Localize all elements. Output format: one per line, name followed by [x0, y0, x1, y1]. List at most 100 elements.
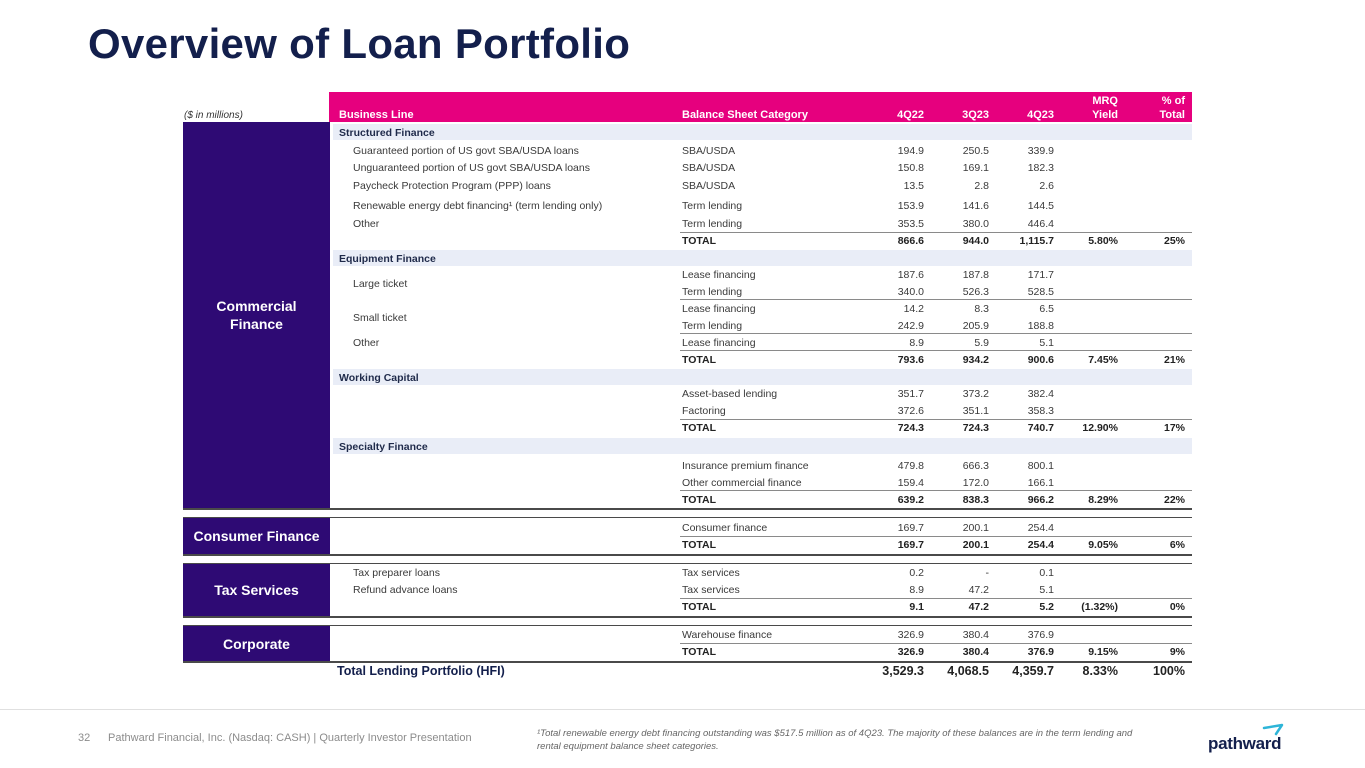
value-3q23-cell: - — [985, 567, 990, 579]
pct-total-cell: 22% — [1163, 494, 1185, 506]
category-cell: Lease financing — [682, 303, 756, 315]
section-structured-finance: Structured Finance — [339, 127, 435, 139]
segment-divider — [183, 517, 1192, 518]
section-band — [333, 438, 1192, 454]
business-line-cell: Other — [353, 218, 380, 230]
value-4q23-cell: 171.7 — [1027, 269, 1054, 281]
total-rule — [680, 419, 1192, 420]
category-cell: SBA/USDA — [682, 145, 736, 157]
value-4q23-cell: 800.1 — [1027, 460, 1054, 472]
value-4q23-cell: 5.2 — [1039, 601, 1054, 613]
category-cell: Consumer finance — [682, 522, 768, 534]
total-rule — [680, 232, 1192, 233]
category-cell: Insurance premium finance — [682, 460, 809, 472]
value-3q23-cell: 47.2 — [968, 584, 989, 596]
total-rule — [680, 350, 1192, 351]
value-4q22-cell: 242.9 — [897, 320, 924, 332]
category-cell: Tax services — [682, 567, 740, 579]
value-4q23-cell: 446.4 — [1027, 218, 1054, 230]
category-cell: Lease financing — [682, 337, 756, 349]
value-3q23-cell: 141.6 — [962, 200, 989, 212]
category-cell: Term lending — [682, 286, 743, 298]
group-rule — [680, 333, 1192, 334]
segment-divider — [183, 508, 1192, 510]
value-4q22-cell: 13.5 — [903, 180, 924, 192]
group-rule — [680, 299, 1192, 300]
header-mrq: MRQ — [1092, 95, 1118, 107]
value-4q22-cell: 793.6 — [897, 354, 924, 366]
category-cell: SBA/USDA — [682, 180, 736, 192]
grand-total-3q23: 4,068.5 — [947, 664, 989, 678]
header-yield: Yield — [1092, 109, 1118, 121]
footer-divider — [0, 709, 1365, 710]
value-4q22-cell: 8.9 — [909, 337, 924, 349]
section-band — [333, 369, 1192, 385]
category-cell: Lease financing — [682, 269, 756, 281]
yield-cell: 5.80% — [1088, 235, 1118, 247]
segment-divider — [183, 625, 1192, 626]
category-cell: TOTAL — [682, 601, 717, 613]
grand-total-4q22: 3,529.3 — [882, 664, 924, 678]
value-3q23-cell: 205.9 — [962, 320, 989, 332]
value-3q23-cell: 724.3 — [962, 422, 989, 434]
segment-finance-label: Finance — [230, 316, 283, 332]
grand-total-pct: 100% — [1153, 664, 1185, 678]
value-3q23-cell: 200.1 — [962, 539, 989, 551]
value-4q22-cell: 194.9 — [897, 145, 924, 157]
value-4q22-cell: 351.7 — [897, 388, 924, 400]
business-line-cell: Large ticket — [353, 278, 408, 290]
footnote: ¹Total renewable energy debt financing o… — [537, 728, 1133, 752]
business-line-cell: Tax preparer loans — [353, 567, 440, 579]
category-cell: Term lending — [682, 200, 743, 212]
category-cell: TOTAL — [682, 494, 717, 506]
value-4q22-cell: 724.3 — [897, 422, 924, 434]
value-4q22-cell: 153.9 — [897, 200, 924, 212]
value-4q22-cell: 14.2 — [903, 303, 924, 315]
section-band — [333, 250, 1192, 266]
table-header — [329, 92, 1192, 122]
category-cell: Tax services — [682, 584, 740, 596]
section-band — [333, 124, 1192, 140]
yield-cell: 12.90% — [1082, 422, 1118, 434]
value-4q23-cell: 144.5 — [1027, 200, 1054, 212]
value-4q23-cell: 966.2 — [1027, 494, 1054, 506]
category-cell: SBA/USDA — [682, 162, 736, 174]
header-balance-sheet-category: Balance Sheet Category — [682, 109, 808, 121]
pct-total-cell: 0% — [1169, 601, 1185, 613]
header-3q23: 3Q23 — [962, 109, 989, 121]
header-4q23: 4Q23 — [1027, 109, 1054, 121]
segment-tax-services: Tax Services — [183, 564, 330, 616]
business-line-cell: Renewable energy debt financing¹ (term l… — [353, 200, 603, 212]
category-cell: Term lending — [682, 320, 743, 332]
segment-divider — [183, 563, 1192, 564]
value-4q23-cell: 2.6 — [1039, 180, 1054, 192]
yield-cell: 9.15% — [1088, 646, 1118, 658]
value-4q23-cell: 528.5 — [1027, 286, 1054, 298]
header-pct-of: % of — [1161, 95, 1185, 107]
category-cell: TOTAL — [682, 422, 717, 434]
category-cell: TOTAL — [682, 646, 717, 658]
value-3q23-cell: 944.0 — [962, 235, 989, 247]
page-title: Overview of Loan Portfolio — [88, 20, 631, 67]
category-cell: Other commercial finance — [682, 477, 802, 489]
value-3q23-cell: 187.8 — [962, 269, 989, 281]
header-4q22: 4Q22 — [897, 109, 924, 121]
value-3q23-cell: 380.4 — [962, 646, 989, 658]
value-3q23-cell: 380.4 — [962, 629, 989, 641]
value-4q22-cell: 353.5 — [897, 218, 924, 230]
business-line-cell: Unguaranteed portion of US govt SBA/USDA… — [353, 162, 590, 174]
value-4q23-cell: 0.1 — [1039, 567, 1054, 579]
logo-mark-icon — [1262, 723, 1284, 736]
value-4q22-cell: 9.1 — [909, 601, 924, 613]
pct-total-cell: 17% — [1163, 422, 1185, 434]
value-3q23-cell: 8.3 — [974, 303, 989, 315]
page-number: 32 — [78, 732, 91, 744]
business-line-cell: Other — [353, 337, 380, 349]
value-4q23-cell: 376.9 — [1027, 646, 1054, 658]
header-total: Total — [1159, 109, 1185, 121]
pct-total-cell: 25% — [1163, 235, 1185, 247]
value-4q22-cell: 0.2 — [909, 567, 924, 579]
grand-total-4q23: 4,359.7 — [1012, 664, 1054, 678]
pathward-logo: pathward — [1206, 722, 1294, 758]
value-4q23-cell: 188.8 — [1027, 320, 1054, 332]
